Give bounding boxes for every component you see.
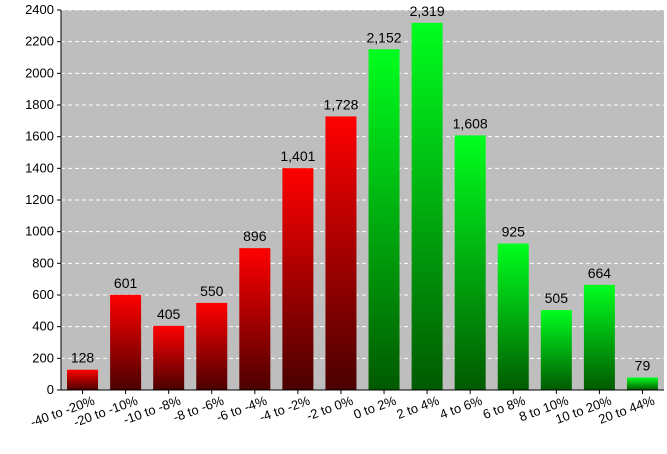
bar xyxy=(67,369,99,390)
y-tick-label: 1800 xyxy=(25,97,54,112)
y-tick-label: 600 xyxy=(32,287,54,302)
bar xyxy=(411,22,443,390)
data-label: 1,728 xyxy=(323,96,358,112)
bar xyxy=(583,284,615,390)
y-tick-label: 400 xyxy=(32,319,54,334)
data-label: 1,608 xyxy=(453,115,488,131)
bar xyxy=(368,49,400,391)
y-tick-label: 1400 xyxy=(25,160,54,175)
y-tick-label: 1600 xyxy=(25,129,54,144)
bar xyxy=(196,302,228,390)
x-tick-label: 0 to 2% xyxy=(351,393,398,422)
data-label: 601 xyxy=(114,275,138,291)
bars xyxy=(67,22,658,391)
y-axis: 0 200 400 600 800 1000 1200 1400 1600 1800 2000 220… xyxy=(25,2,62,397)
data-label: 505 xyxy=(545,290,569,306)
bar xyxy=(454,135,486,390)
data-label: 2,319 xyxy=(410,3,445,19)
data-label: 550 xyxy=(200,283,224,299)
y-tick-label: 0 xyxy=(47,382,54,397)
data-label: 1,401 xyxy=(280,148,315,164)
x-tick-label: -2 to 0% xyxy=(304,393,355,424)
y-tick-label: 2200 xyxy=(25,34,54,49)
y-tick-label: 800 xyxy=(32,255,54,270)
bar xyxy=(110,294,142,390)
bar xyxy=(239,248,271,390)
x-tick-label: 4 to 6% xyxy=(438,393,485,422)
bar xyxy=(282,168,314,390)
y-tick-label: 1000 xyxy=(25,224,54,239)
data-labels: 128 601 405 550 896 1,401 1,728 2,152 2,319 1,608… xyxy=(71,3,651,374)
data-label: 925 xyxy=(502,224,526,240)
data-label: 128 xyxy=(71,350,95,366)
data-label: 405 xyxy=(157,306,181,322)
y-tick-label: 200 xyxy=(32,350,54,365)
data-label: 896 xyxy=(243,228,267,244)
y-tick-label: 1200 xyxy=(25,192,54,207)
x-axis: -40 to -20%-20 to -10%-10 to -8%-8 to -6… xyxy=(28,389,664,430)
data-label: 2,152 xyxy=(367,29,402,45)
plot-area xyxy=(61,9,664,390)
y-tick-label: 2400 xyxy=(25,2,54,17)
bar xyxy=(153,325,185,390)
data-label: 79 xyxy=(635,357,651,373)
bar xyxy=(497,243,529,390)
y-tick-label: 2000 xyxy=(25,65,54,80)
data-label: 664 xyxy=(588,265,612,281)
bar xyxy=(626,377,658,390)
bar xyxy=(540,310,572,390)
x-tick-label: 2 to 4% xyxy=(395,393,442,422)
bar xyxy=(325,116,357,391)
